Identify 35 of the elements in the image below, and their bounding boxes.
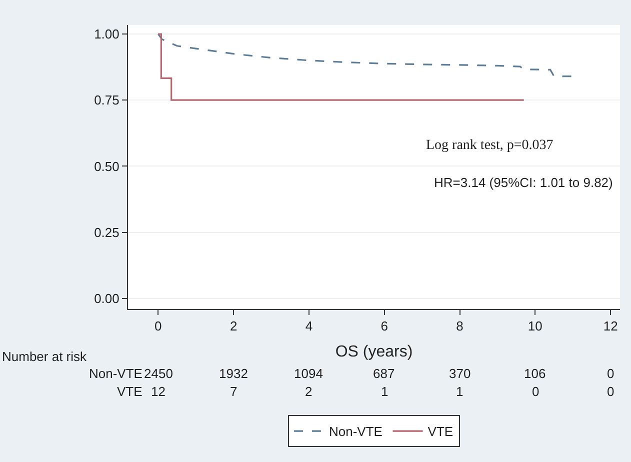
text: 2 xyxy=(305,384,312,399)
legend-label: Non-VTE xyxy=(329,424,383,440)
text: 2450 xyxy=(144,366,173,381)
text: Non-VTE xyxy=(89,366,143,381)
x-tick-label: 4 xyxy=(305,318,313,334)
x-tick-label: 0 xyxy=(154,318,162,334)
text: 7 xyxy=(230,384,238,399)
y-tick-label: 0.50 xyxy=(94,158,120,174)
line-series xyxy=(157,33,574,78)
text: 1932 xyxy=(219,366,248,381)
text: 687 xyxy=(373,366,395,381)
text: 1 xyxy=(456,384,464,399)
x-tick-label: 8 xyxy=(456,318,464,334)
text: 1094 xyxy=(294,366,323,381)
y-tick-label: 0.25 xyxy=(94,224,120,240)
legend-label: VTE xyxy=(428,424,454,440)
text: 106 xyxy=(524,366,546,381)
text: 0 xyxy=(532,384,540,399)
y-tick-label: 0.75 xyxy=(94,92,120,108)
x-tick-label: 2 xyxy=(230,318,238,334)
y-tick-label: 1.00 xyxy=(94,26,120,42)
text: Number at risk xyxy=(2,349,88,364)
x-tick-label: 6 xyxy=(380,318,388,334)
text: 0 xyxy=(607,384,614,399)
text: 12 xyxy=(151,384,166,399)
text: 0 xyxy=(607,366,614,381)
text: VTE xyxy=(117,384,143,399)
text: 1 xyxy=(381,384,388,399)
annotation: Log rank test, p=0.037 xyxy=(426,138,554,153)
x-tick-label: 12 xyxy=(603,318,618,334)
y-tick-label: 0.00 xyxy=(94,290,120,306)
annotation: HR=3.14 (95%CI: 1.01 to 9.82) xyxy=(434,175,613,190)
text: 370 xyxy=(449,366,471,381)
x-axis-title: OS (years) xyxy=(335,343,413,360)
x-tick-label: 10 xyxy=(528,318,542,334)
